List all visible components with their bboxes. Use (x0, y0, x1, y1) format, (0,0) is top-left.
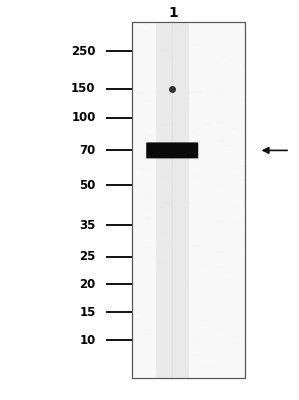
Bar (132, 22, 245, 378)
Bar (132, 22, 245, 378)
Bar (156, 22, 189, 378)
Text: 150: 150 (71, 82, 96, 95)
Text: 50: 50 (79, 179, 96, 192)
Text: 35: 35 (79, 219, 96, 232)
FancyBboxPatch shape (146, 142, 198, 158)
Text: 1: 1 (169, 6, 178, 20)
Text: 100: 100 (71, 111, 96, 124)
Text: 25: 25 (79, 250, 96, 263)
Text: 15: 15 (79, 306, 96, 318)
Text: 20: 20 (80, 278, 96, 291)
Text: 70: 70 (80, 144, 96, 157)
Text: 10: 10 (80, 334, 96, 346)
Text: 250: 250 (71, 45, 96, 58)
